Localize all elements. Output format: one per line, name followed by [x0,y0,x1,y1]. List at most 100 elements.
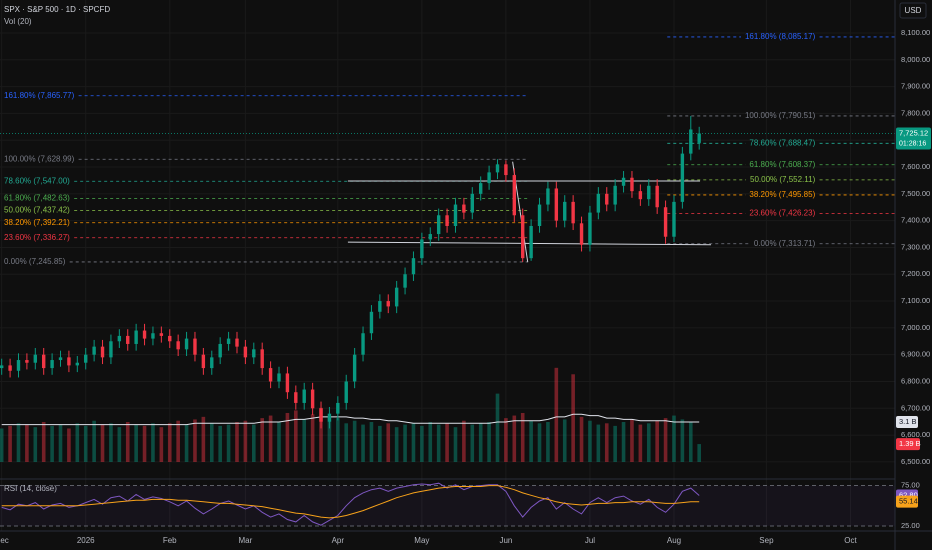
volume-bar [142,425,147,462]
volume-bar [41,422,46,462]
candle-body [588,212,592,245]
volume-bar [167,423,172,462]
volume-bar [403,424,407,462]
candle-body [579,223,584,245]
candle-body [84,354,88,363]
fib-label: 61.80% (7,482.63) [4,194,70,203]
candle-body [252,349,256,358]
fib-label: 38.20% (7,392.21) [4,218,70,227]
candle-body [109,341,113,358]
y-tick-label: 7,100.00 [901,296,930,305]
chart-title: SPX · S&P 500 · 1D · SPCFD [4,5,110,14]
candle-body [478,183,483,194]
volume-bar [336,418,340,462]
volume-bar [100,424,105,462]
volume-bar [537,423,542,462]
fib-label: 100.00% (7,628.99) [4,154,75,163]
x-tick-label: May [414,536,429,545]
candle-body [226,338,231,344]
candle-body [344,381,348,403]
fib-label: 38.20% (7,495.85) [749,190,815,199]
volume-bar [478,423,483,462]
candle-body [537,204,542,226]
candle-body [647,185,651,200]
candle-body [58,357,63,361]
fib-label: 100.00% (7,790.51) [745,111,816,120]
candle-body [0,365,4,369]
volume-bar [663,418,668,462]
candle-body [470,193,474,213]
candle-body [310,389,315,409]
volume-bar [646,423,651,462]
volume-bar [268,415,273,462]
candle-body [596,193,601,213]
volume-bar [75,423,80,462]
x-tick-label: Jun [499,536,512,545]
candle-body [663,207,668,237]
currency-button[interactable] [899,2,927,19]
y-tick-label: 7,800.00 [901,108,930,117]
volume-bar [67,428,71,462]
y-tick-label: 6,900.00 [901,350,930,359]
volume-bar [428,422,433,462]
candle-body [697,133,701,143]
drawing-layer: 161.80% (7,865.77) 100.00% (7,628.99) 78.6… [0,32,895,266]
volume-bar [226,424,231,462]
x-tick-label: Apr [332,536,345,545]
volume-bar [604,423,609,462]
rsi-title: RSI (14, close) [4,484,57,493]
volume-bar [50,425,54,462]
y-tick-label: 7,300.00 [901,242,930,251]
volume-bar [8,425,12,462]
volume-last-tag-box [896,438,920,451]
volume-bar [621,422,626,462]
volume-bar [117,427,122,462]
volume-bar [411,423,416,462]
volume-bar [277,422,281,462]
volume-bar [546,422,550,462]
candle-body [151,333,155,339]
volume-bar [109,423,113,462]
candle-body [16,360,21,371]
volume-bar [688,422,693,462]
rsi-band [0,485,895,526]
candle-body [638,191,643,200]
y-tick-label: 7,200.00 [901,269,930,278]
candle-body [41,354,46,369]
x-tick-label: 2026 [77,536,95,545]
x-tick-label: Mar [238,536,252,545]
candle-body [621,177,626,186]
y-tick-label: 7,600.00 [901,162,930,171]
volume-bar [0,428,4,462]
candle-body [50,360,54,369]
volume-bar [436,424,441,462]
volume-bar [193,419,197,462]
volume-bar [520,412,525,462]
fib-label: 0.00% (7,245.85) [4,257,66,266]
currency-label[interactable]: USD [905,6,922,15]
volume-bar [209,423,214,462]
volume-bar [697,444,701,462]
rsi-layer [0,482,895,527]
fib-label: 78.60% (7,547.00) [4,176,70,185]
rsi-last-tag: 62.80 [899,490,918,499]
candle-body [75,362,80,366]
volume-bar [16,423,21,462]
candle-body [436,215,441,235]
candle-body [361,333,365,355]
volume-layer [0,367,701,462]
grid-layer [0,0,895,531]
volume-bar [596,424,601,462]
candle-body [33,354,37,363]
volume-bar [579,416,584,462]
candle-body [134,330,138,344]
fib-label: 23.60% (7,336.27) [4,233,70,242]
candle-body [25,360,29,363]
volume-bar [462,420,466,462]
y-tick-label: 7,500.00 [901,189,930,198]
volume-bar [630,419,634,462]
x-tick-label: Sep [759,536,774,545]
candle-body [546,188,550,205]
volume-bar [176,420,180,462]
